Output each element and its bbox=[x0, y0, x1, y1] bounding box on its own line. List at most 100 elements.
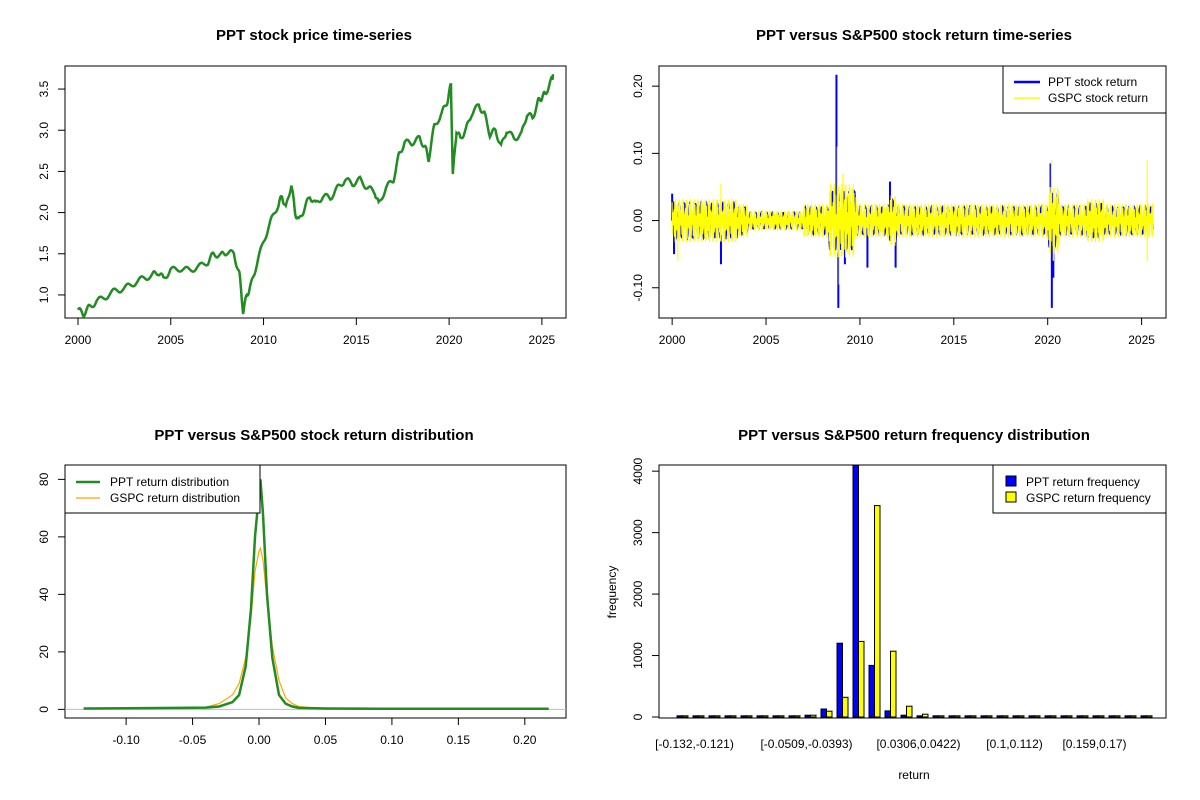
histogram-bar-ppt bbox=[740, 715, 747, 718]
histogram-bar-gspc bbox=[778, 715, 785, 718]
y-tick-label: 0 bbox=[37, 706, 51, 713]
legend-label: PPT return distribution bbox=[110, 475, 229, 489]
x-tick-label: 2005 bbox=[753, 333, 780, 347]
y-tick-label: 2.0 bbox=[37, 204, 51, 221]
histogram-bar-gspc bbox=[938, 715, 945, 718]
legend-label: PPT return frequency bbox=[1026, 475, 1140, 489]
y-tick-label: 60 bbox=[37, 530, 51, 544]
x-tick-label: [0.159,0.17) bbox=[1062, 737, 1126, 751]
density-line-gspc bbox=[179, 546, 392, 711]
histogram-bar-gspc bbox=[922, 713, 929, 718]
histogram-bar-ppt bbox=[1012, 715, 1019, 718]
x-tick-label: [-0.132,-0.121) bbox=[655, 737, 734, 751]
x-tick-label: 2000 bbox=[65, 333, 92, 347]
x-tick-label: 2010 bbox=[250, 333, 277, 347]
axes: 0 1000 2000 3000 4000 [-0.132,-0.121) [-0.0509… bbox=[631, 457, 1127, 751]
y-tick-label: 2.5 bbox=[37, 163, 51, 180]
histogram-bar-gspc bbox=[1034, 715, 1041, 718]
histogram-bar-ppt bbox=[708, 715, 715, 718]
histogram-bar-ppt bbox=[900, 714, 907, 718]
x-tick-label: 0.05 bbox=[314, 733, 338, 747]
x-tick-label: 2010 bbox=[847, 333, 874, 347]
histogram-bar-gspc bbox=[954, 715, 961, 718]
x-tick-label: 2015 bbox=[940, 333, 967, 347]
legend-box bbox=[64, 464, 261, 514]
y-tick-label: -0.10 bbox=[631, 274, 645, 302]
histogram-bar-ppt bbox=[1044, 715, 1051, 718]
histogram-bar-ppt bbox=[1076, 715, 1083, 718]
return-density-chart: PPT versus S&P500 stock return distribut… bbox=[37, 427, 567, 747]
x-tick-label: 2015 bbox=[343, 333, 370, 347]
legend: PPT stock return GSPC stock return bbox=[1002, 65, 1167, 114]
legend-label: GSPC return distribution bbox=[110, 491, 240, 505]
y-tick-label: 4000 bbox=[631, 457, 645, 484]
histogram-bar-gspc bbox=[810, 714, 817, 718]
x-tick-label: [-0.0509,-0.0393) bbox=[760, 737, 852, 751]
y-tick-label: 20 bbox=[37, 645, 51, 659]
y-tick-label: 40 bbox=[37, 587, 51, 601]
histogram-bar-gspc bbox=[730, 715, 737, 718]
chart-title: PPT versus S&P500 stock return time-seri… bbox=[756, 27, 1072, 44]
histogram-bar-gspc bbox=[714, 715, 721, 718]
axes: 2000 2005 2010 2015 2020 2025 1.0 1.5 2.0 2.5 3.0 3… bbox=[37, 80, 556, 347]
return-histogram-chart: PPT versus S&P500 return frequency distr… bbox=[605, 427, 1167, 782]
histogram-bar-gspc bbox=[1098, 715, 1105, 718]
legend-label: GSPC stock return bbox=[1048, 91, 1148, 105]
price-chart: PPT stock price time-series 2000 2005 2010… bbox=[37, 27, 567, 347]
y-tick-label: 0.00 bbox=[631, 209, 645, 233]
histogram-bar-gspc bbox=[826, 710, 833, 718]
legend-label: GSPC return frequency bbox=[1026, 491, 1151, 505]
histogram-bar-ppt bbox=[836, 642, 843, 718]
x-tick-label: [0.1,0.112) bbox=[986, 737, 1042, 751]
y-axis-label: frequency bbox=[605, 566, 619, 619]
x-tick-label: -0.10 bbox=[112, 733, 140, 747]
x-tick-label: 2020 bbox=[1034, 333, 1061, 347]
histogram-bar-gspc bbox=[698, 715, 705, 718]
density-lines bbox=[65, 479, 566, 711]
histogram-bar-gspc bbox=[1082, 715, 1089, 718]
histogram-bar-gspc bbox=[1114, 715, 1121, 718]
histogram-bar-ppt bbox=[884, 710, 891, 718]
histogram-bar-ppt bbox=[788, 715, 795, 718]
x-tick-label: -0.05 bbox=[179, 733, 207, 747]
x-tick-label: 0.15 bbox=[447, 733, 471, 747]
histogram-bar-gspc bbox=[858, 640, 865, 718]
histogram-bar-ppt bbox=[804, 714, 811, 718]
histogram-bar-gspc bbox=[890, 650, 897, 718]
histogram-bar-ppt bbox=[756, 715, 763, 718]
histogram-bar-gspc bbox=[794, 715, 801, 718]
histogram-bar-ppt bbox=[772, 715, 779, 718]
y-tick-label: 1000 bbox=[631, 642, 645, 669]
histogram-bar-gspc bbox=[1130, 715, 1137, 718]
x-tick-label: 0.10 bbox=[380, 733, 404, 747]
histogram-bar-gspc bbox=[682, 715, 689, 718]
chart-title: PPT stock price time-series bbox=[216, 27, 412, 44]
histogram-bar-ppt bbox=[996, 715, 1003, 718]
x-tick-label: 2020 bbox=[436, 333, 463, 347]
histogram-bar-ppt bbox=[980, 715, 987, 718]
legend-swatch-ppt bbox=[1005, 475, 1017, 487]
y-tick-label: 0 bbox=[631, 713, 645, 720]
histogram-bar-ppt bbox=[724, 715, 731, 718]
density-line-ppt bbox=[83, 479, 549, 711]
legend: PPT return distribution GSPC return dist… bbox=[64, 464, 261, 514]
x-axis-label: return bbox=[898, 768, 929, 782]
x-tick-label: 0.20 bbox=[513, 733, 537, 747]
axes: 2000 2005 2010 2015 2020 2025 -0.10 0.00 0.10 0.2… bbox=[631, 74, 1155, 347]
price-series-line bbox=[76, 74, 555, 319]
y-tick-label: 0.10 bbox=[631, 141, 645, 165]
legend: PPT return frequency GSPC return frequen… bbox=[992, 464, 1167, 514]
histogram-bar-ppt bbox=[1060, 715, 1067, 718]
histogram-bar-gspc bbox=[1018, 715, 1025, 718]
histogram-bar-ppt bbox=[820, 708, 827, 718]
y-tick-label: 1.0 bbox=[37, 286, 51, 303]
return-series-line bbox=[671, 183, 1154, 258]
y-tick-label: 3.0 bbox=[37, 122, 51, 139]
histogram-bar-ppt bbox=[868, 664, 875, 718]
histogram-bar-ppt bbox=[1108, 715, 1115, 718]
histogram-bar-gspc bbox=[842, 696, 849, 718]
histogram-bar-gspc bbox=[1066, 715, 1073, 718]
histogram-bar-ppt bbox=[916, 715, 923, 718]
histogram-bar-ppt bbox=[852, 464, 859, 718]
